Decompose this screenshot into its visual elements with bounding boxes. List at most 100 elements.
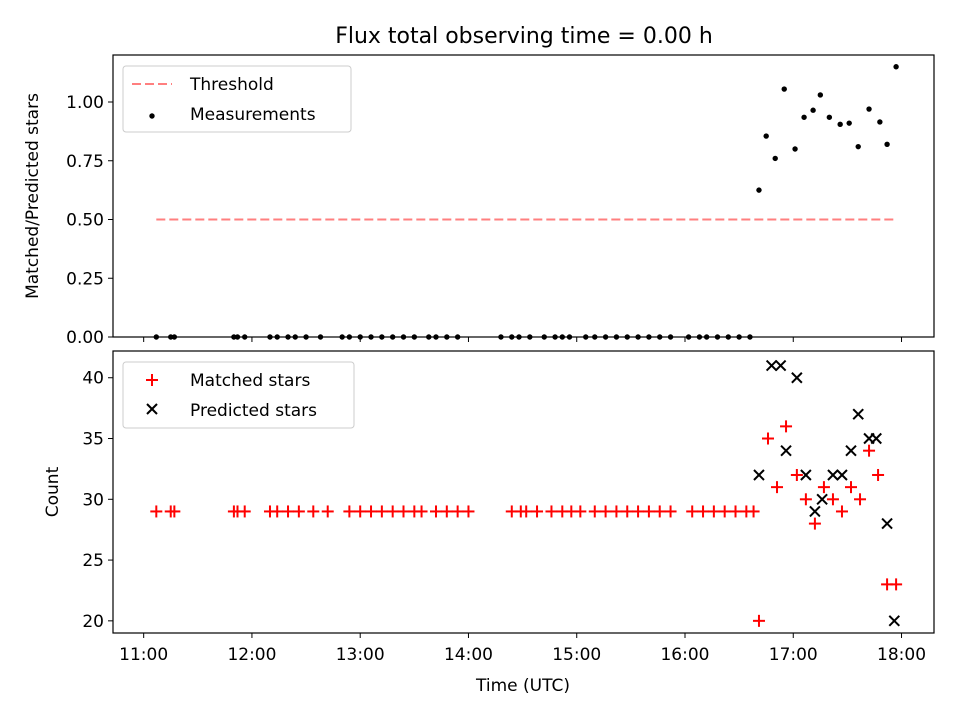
matched-star-marker — [238, 505, 251, 518]
measurement-point — [559, 334, 565, 340]
predicted-star-marker — [888, 615, 901, 627]
matched-star-marker — [718, 505, 731, 518]
measurement-point — [613, 334, 620, 340]
matched-star-marker — [761, 432, 774, 445]
measurement-point — [292, 334, 298, 340]
x-tick-label: 14:00 — [444, 645, 493, 665]
measurement-point — [703, 334, 710, 340]
predicted-star-marker — [800, 469, 812, 481]
measurement-point — [274, 334, 280, 340]
measurement-point — [303, 334, 309, 340]
matched-star-marker — [588, 505, 601, 518]
measurement-point — [153, 334, 160, 340]
matched-star-marker — [321, 505, 334, 518]
y-tick-label: 20 — [82, 612, 104, 632]
matched-star-marker — [835, 505, 848, 518]
matched-star-marker — [451, 505, 464, 518]
chart-title: Flux total observing time = 0.00 h — [335, 24, 713, 49]
matched-star-marker — [440, 505, 453, 518]
measurement-point — [285, 334, 291, 340]
top-y-axis-label: Matched/Predicted stars — [23, 93, 43, 299]
matched-star-marker — [642, 505, 655, 518]
matched-star-marker — [386, 505, 399, 518]
measurement-point — [411, 334, 418, 340]
matched-star-marker — [375, 505, 388, 518]
matched-star-marker — [817, 481, 830, 494]
matched-star-marker — [545, 505, 558, 518]
bottom-legend-box — [122, 361, 355, 429]
matched-star-marker — [292, 505, 305, 518]
matched-star-marker — [415, 505, 428, 518]
matched-star-marker — [780, 420, 793, 433]
measurement-point — [781, 86, 787, 92]
top-panel: 0.00 0.25 0.50 0.75 1.00 Matched/Predicted s… — [23, 54, 935, 348]
measurement-point — [763, 133, 769, 139]
matched-star-marker — [574, 505, 587, 518]
measurement-point — [817, 92, 824, 98]
matched-star-marker — [343, 505, 356, 518]
matched-star-marker — [872, 468, 885, 481]
measurement-point — [583, 334, 589, 340]
predicted-star-marker — [791, 372, 803, 384]
bottom-legend: Matched stars Predicted stars — [122, 361, 355, 429]
predicted-star-marker — [809, 505, 821, 518]
x-tick-label: 13:00 — [336, 645, 385, 665]
matched-star-marker — [282, 505, 295, 518]
measurement-point — [317, 334, 324, 340]
predicted-star-marker — [845, 444, 857, 457]
top-panel-frame — [112, 54, 935, 338]
matched-star-marker — [729, 505, 742, 518]
x-tick-label: 17:00 — [769, 645, 818, 665]
measurement-point — [725, 334, 731, 340]
matched-star-marker — [397, 505, 410, 518]
legend-measurements-swatch — [149, 113, 155, 119]
top-x-ticks — [143, 337, 903, 342]
matched-star-marker — [462, 505, 475, 518]
measurement-point — [346, 334, 353, 340]
predicted-star-marker — [852, 408, 864, 420]
measurement-point — [624, 334, 630, 340]
y-tick-label: 0.50 — [66, 211, 104, 231]
matched-star-marker — [664, 505, 677, 518]
matched-stars-points — [150, 420, 903, 627]
measurement-point — [646, 334, 652, 340]
bottom-y-ticks: 20 25 30 35 40 — [82, 369, 113, 632]
measurement-point — [635, 334, 641, 340]
matched-star-marker — [429, 505, 442, 518]
matched-star-marker — [771, 481, 784, 494]
measurement-point — [234, 334, 241, 340]
x-tick-label: 16:00 — [660, 645, 709, 665]
x-tick-label: 11:00 — [119, 645, 168, 665]
matched-star-marker — [520, 505, 533, 518]
matched-star-marker — [808, 517, 821, 530]
legend-matched-label: Matched stars — [190, 371, 310, 391]
x-tick-label: 15:00 — [552, 645, 601, 665]
measurement-point — [509, 334, 515, 340]
matched-star-marker — [799, 493, 812, 506]
measurement-point — [433, 334, 439, 340]
measurement-point — [884, 141, 890, 147]
measurement-point — [810, 107, 816, 113]
predicted-star-marker — [870, 432, 882, 445]
matched-star-marker — [686, 505, 699, 518]
legend-measurements-label: Measurements — [190, 105, 316, 125]
measurement-point — [826, 114, 833, 120]
measurement-point — [339, 334, 345, 340]
measurement-point — [747, 334, 753, 340]
matched-star-marker — [707, 505, 720, 518]
predicted-star-marker — [780, 444, 792, 457]
matched-star-marker — [863, 444, 876, 457]
top-legend: Threshold Measurements — [122, 65, 352, 133]
measurement-point — [893, 64, 899, 70]
measurement-point — [756, 187, 762, 193]
measurement-point — [242, 334, 248, 340]
measurement-point — [498, 334, 504, 340]
legend-predicted-swatch — [146, 403, 158, 415]
measurement-point — [772, 155, 778, 162]
measurement-point — [877, 119, 883, 125]
y-tick-label: 0.75 — [66, 152, 104, 172]
predicted-star-marker — [881, 517, 893, 530]
top-legend-box — [122, 65, 352, 133]
y-tick-label: 0.00 — [66, 328, 104, 348]
